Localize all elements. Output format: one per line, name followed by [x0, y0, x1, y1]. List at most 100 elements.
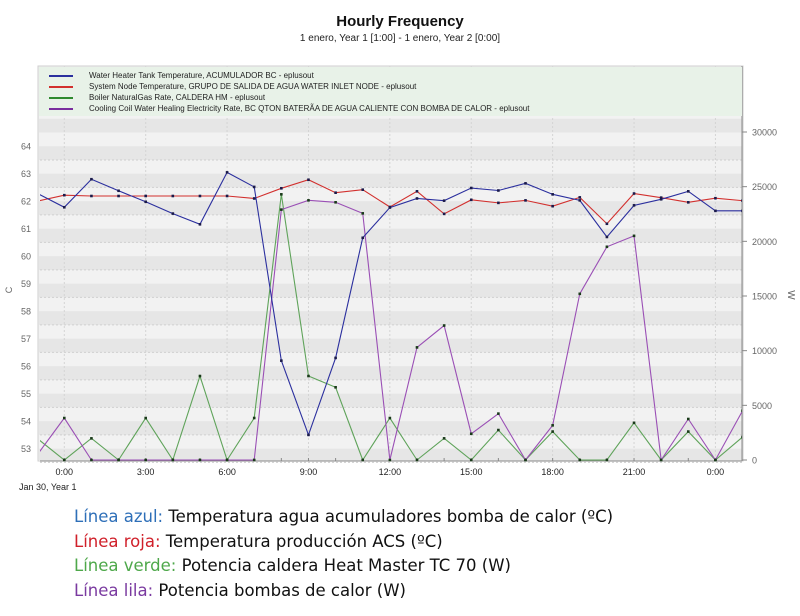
- legend: Water Heater Tank Temperature, ACUMULADO…: [39, 67, 742, 116]
- grid-band: [39, 448, 742, 461]
- data-point: [605, 222, 609, 226]
- data-point: [198, 374, 202, 378]
- grid-band: [39, 393, 742, 408]
- y-right-tick-label: 15000: [752, 292, 777, 302]
- x-tick-label: 0:00: [56, 467, 74, 477]
- grid-band: [39, 118, 742, 133]
- data-point: [117, 194, 120, 198]
- x-tick-label: 21:00: [623, 467, 646, 477]
- data-point: [280, 186, 283, 190]
- caption-notes: Línea azul: Temperatura agua acumuladore…: [74, 505, 613, 603]
- y-right-tick-label: 30000: [752, 128, 777, 138]
- axes: 53 54 55 56 57 58 59 60 61 62 63 64 0 5000 10000 15000 2…: [4, 66, 796, 492]
- data-point: [686, 201, 690, 204]
- chart: 53 54 55 56 57 58 59 60 61 62 63 64 0 5000 10000 15000 2…: [4, 65, 796, 492]
- grid-band: [39, 256, 742, 270]
- legend-item: Cooling Coil Water Healing Electricity R…: [49, 103, 529, 114]
- data-point: [524, 199, 527, 202]
- x-tick-label: 12:00: [379, 467, 402, 477]
- data-point: [63, 193, 66, 197]
- data-point: [225, 458, 229, 462]
- note-text: Temperatura producción ACS (ºC): [160, 531, 443, 551]
- y-left-tick-label: 60: [21, 252, 31, 262]
- data-point: [361, 212, 365, 215]
- data-point: [632, 204, 636, 207]
- grid-band: [39, 173, 742, 188]
- x-tick-label: 15:00: [460, 467, 483, 477]
- y-right-tick-label: 25000: [752, 182, 777, 192]
- data-point: [741, 199, 742, 202]
- data-point: [551, 204, 554, 208]
- x-tick-label: 9:00: [300, 467, 318, 477]
- grid-band: [39, 311, 742, 325]
- y-left-tick-label: 59: [21, 279, 31, 289]
- note-key: Línea lila:: [74, 580, 154, 600]
- data-point: [144, 200, 147, 204]
- x-tick-label: 3:00: [137, 467, 155, 477]
- data-point: [469, 432, 473, 436]
- data-point: [198, 223, 202, 226]
- note-key: Línea azul:: [74, 507, 164, 526]
- data-point: [334, 385, 337, 389]
- data-point: [63, 205, 66, 209]
- plot-background: [37, 65, 744, 462]
- data-point: [334, 201, 337, 204]
- data-point: [551, 193, 554, 196]
- data-point: [280, 208, 283, 211]
- data-point: [63, 458, 66, 462]
- data-point: [361, 458, 365, 462]
- y-left-axis-label: C: [4, 286, 14, 293]
- data-point: [63, 416, 66, 420]
- legend-label: Boiler NaturalGas Rate, CALDERA HM - epl…: [89, 93, 266, 102]
- data-point: [171, 194, 175, 198]
- data-point: [632, 234, 636, 238]
- data-point: [632, 421, 636, 425]
- x-tick-label: 18:00: [541, 467, 564, 477]
- data-point: [442, 199, 446, 202]
- y-left-tick-label: 57: [21, 334, 31, 344]
- grid-band: [39, 366, 742, 380]
- y-left-tick-label: 61: [21, 224, 31, 234]
- note-text: Potencia caldera Heat Master TC 70 (W): [176, 556, 511, 575]
- data-point: [415, 197, 419, 200]
- data-point: [307, 433, 310, 437]
- data-point: [334, 356, 337, 360]
- legend-item: Water Heater Tank Temperature, ACUMULADO…: [49, 70, 314, 81]
- data-point: [442, 212, 446, 216]
- data-point: [714, 209, 717, 213]
- y-left-tick-label: 62: [21, 197, 31, 207]
- data-point: [144, 416, 147, 420]
- data-point: [144, 458, 147, 462]
- legend-label: Water Heater Tank Temperature, ACUMULADO…: [89, 71, 314, 80]
- data-point: [442, 324, 446, 327]
- note-key: Línea roja:: [74, 531, 161, 551]
- data-point: [497, 428, 500, 432]
- series-0: [40, 171, 742, 437]
- note-blue: Línea azul: Temperatura agua acumuladore…: [74, 505, 613, 530]
- data-point: [469, 458, 473, 462]
- data-point: [90, 437, 93, 440]
- note-purple: Línea lila: Potencia bombas de calor (W): [74, 579, 613, 604]
- grid-band: [39, 283, 742, 298]
- note-key: Línea verde:: [74, 556, 177, 575]
- data-point: [497, 412, 500, 415]
- data-point: [280, 193, 283, 196]
- data-point: [252, 185, 256, 189]
- data-point: [442, 437, 446, 440]
- grid-band: [39, 228, 742, 243]
- data-point: [198, 194, 202, 198]
- chart-title: Hourly Frequency: [336, 13, 464, 30]
- data-point: [741, 209, 742, 213]
- data-point: [144, 194, 147, 198]
- legend-swatch: [49, 96, 73, 99]
- chart-subtitle: 1 enero, Year 1 [1:00] - 1 enero, Year 2…: [299, 33, 501, 44]
- legend-swatch: [49, 85, 73, 88]
- data-point: [741, 435, 742, 439]
- data-point: [90, 177, 93, 181]
- data-point: [686, 417, 690, 421]
- grid-band: [39, 146, 742, 160]
- data-point: [415, 190, 419, 193]
- y-left-tick-label: 55: [21, 389, 31, 399]
- data-point: [551, 430, 554, 433]
- data-point: [714, 196, 717, 200]
